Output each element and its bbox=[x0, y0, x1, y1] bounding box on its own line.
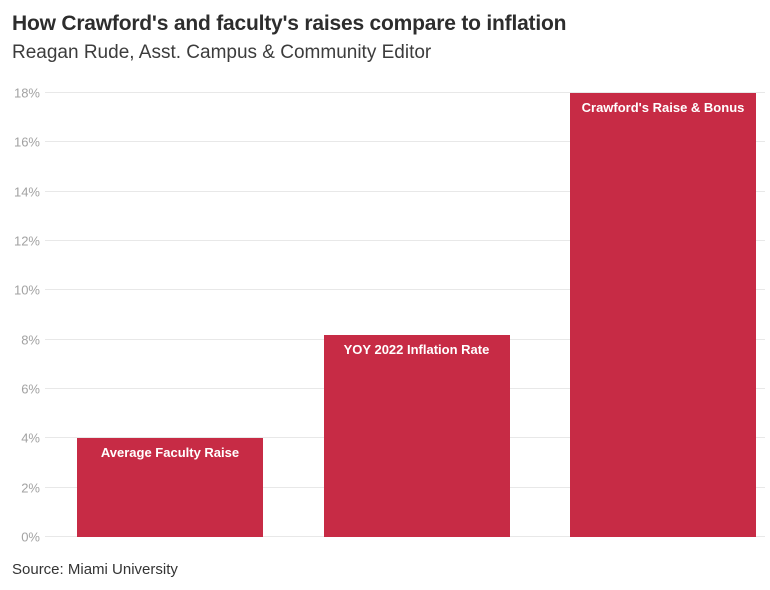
chart-byline: Reagan Rude, Asst. Campus & Community Ed… bbox=[12, 42, 432, 63]
y-tick-label: 0% bbox=[21, 529, 40, 545]
y-tick-label: 16% bbox=[13, 134, 40, 150]
y-tick-label: 10% bbox=[13, 282, 40, 298]
gridline bbox=[45, 190, 765, 192]
y-axis: 0% 2% 4% 6% 8% 10% 12% 14% 16% 18% bbox=[0, 87, 40, 544]
gridline bbox=[45, 240, 765, 242]
bar-label: Crawford's Raise & Bonus bbox=[581, 100, 745, 115]
source-attribution: Source: Miami University bbox=[12, 561, 178, 578]
y-tick-label: 6% bbox=[21, 381, 40, 397]
plot-area: Average Faculty Raise YOY 2022 Inflation … bbox=[45, 92, 765, 537]
gridline bbox=[45, 289, 765, 291]
y-tick-label: 12% bbox=[13, 233, 40, 249]
y-tick-label: 18% bbox=[13, 85, 40, 101]
bar-label: Average Faculty Raise bbox=[100, 445, 240, 461]
y-tick-label: 4% bbox=[21, 430, 40, 446]
y-tick-label: 2% bbox=[21, 480, 40, 496]
y-tick-label: 14% bbox=[13, 184, 40, 200]
gridline bbox=[45, 92, 765, 93]
y-tick-label: 8% bbox=[21, 332, 40, 348]
bars-row: Average Faculty Raise YOY 2022 Inflation … bbox=[45, 93, 765, 537]
bar-average-faculty-raise: Average Faculty Raise bbox=[77, 438, 263, 537]
bar-yoy-2022-inflation-rate: YOY 2022 Inflation Rate bbox=[323, 334, 510, 537]
bar-chart: 0% 2% 4% 6% 8% 10% 12% 14% 16% 18% Average Facult… bbox=[0, 87, 770, 544]
gridline bbox=[45, 141, 765, 143]
bar-label: YOY 2022 Inflation Rate bbox=[343, 341, 490, 357]
bar-crawford-s-raise-bonus: Crawford's Raise & Bonus bbox=[570, 93, 756, 537]
chart-title: How Crawford's and faculty's raises comp… bbox=[12, 12, 567, 35]
